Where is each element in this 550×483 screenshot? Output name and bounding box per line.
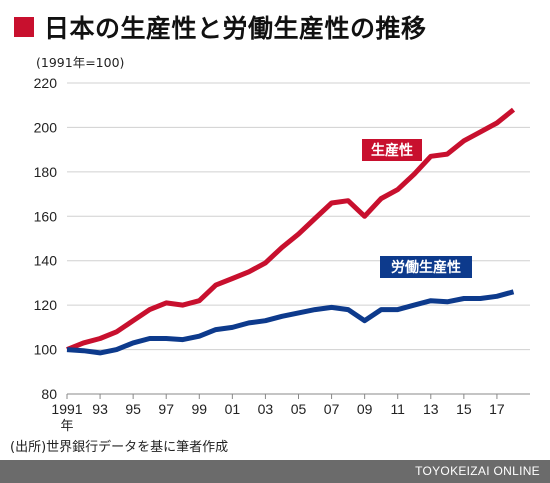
x-tick-label: 13 [423, 401, 439, 417]
x-tick-label: 01 [225, 401, 241, 417]
x-tick-label: 05 [291, 401, 307, 417]
x-tick-label: 09 [357, 401, 373, 417]
y-tick-label: 160 [34, 208, 58, 224]
x-tick-label: 97 [158, 401, 174, 417]
x-tick-label: 93 [92, 401, 108, 417]
line-chart: 80 100 120 140 160 180 200 220 1991 93 95 97 99 01 03… [34, 75, 530, 434]
series-line [66, 289, 515, 356]
y-tick-label: 80 [41, 386, 57, 402]
footer-brand: TOYOKEIZAI ONLINE [415, 464, 540, 478]
source-note: (出所)世界銀行データを基に筆者作成 [10, 440, 229, 455]
chart-title: 日本の生産性と労働生産性の推移 [14, 10, 427, 44]
unit-note: (1991年=100) [36, 55, 125, 70]
x-tick-label: 15 [456, 401, 472, 417]
y-tick-labels: 80 100 120 140 160 180 200 220 [34, 75, 58, 402]
series-label-text: 労働生産性 [391, 259, 461, 276]
x-axis-year-label: 年 [60, 419, 73, 434]
series-line [66, 107, 516, 352]
y-tick-label: 100 [34, 342, 58, 358]
x-tick-label: 03 [258, 401, 274, 417]
x-tick-label: 07 [324, 401, 340, 417]
x-tick-label: 1991 [51, 401, 82, 417]
x-tick-label: 95 [125, 401, 141, 417]
x-tick-label: 17 [489, 401, 505, 417]
series-lines [66, 107, 516, 356]
x-tick-label: 11 [390, 401, 405, 417]
footer-bar: TOYOKEIZAI ONLINE [0, 460, 550, 483]
y-tick-label: 140 [34, 253, 58, 269]
title-square-icon [14, 17, 34, 37]
x-tick-label: 99 [191, 401, 207, 417]
title-text: 日本の生産性と労働生産性の推移 [44, 14, 427, 43]
y-tick-label: 220 [34, 75, 58, 91]
grid-lines [67, 82, 530, 395]
series-label-box [380, 256, 472, 278]
x-tick-labels: 1991 93 95 97 99 01 03 05 07 09 11 13 15 17 年 [51, 394, 505, 434]
series-label-text: 生産性 [371, 142, 413, 159]
y-tick-label: 120 [34, 297, 58, 313]
series-label-box [362, 139, 422, 161]
y-tick-label: 200 [34, 119, 58, 135]
y-tick-label: 180 [34, 164, 58, 180]
